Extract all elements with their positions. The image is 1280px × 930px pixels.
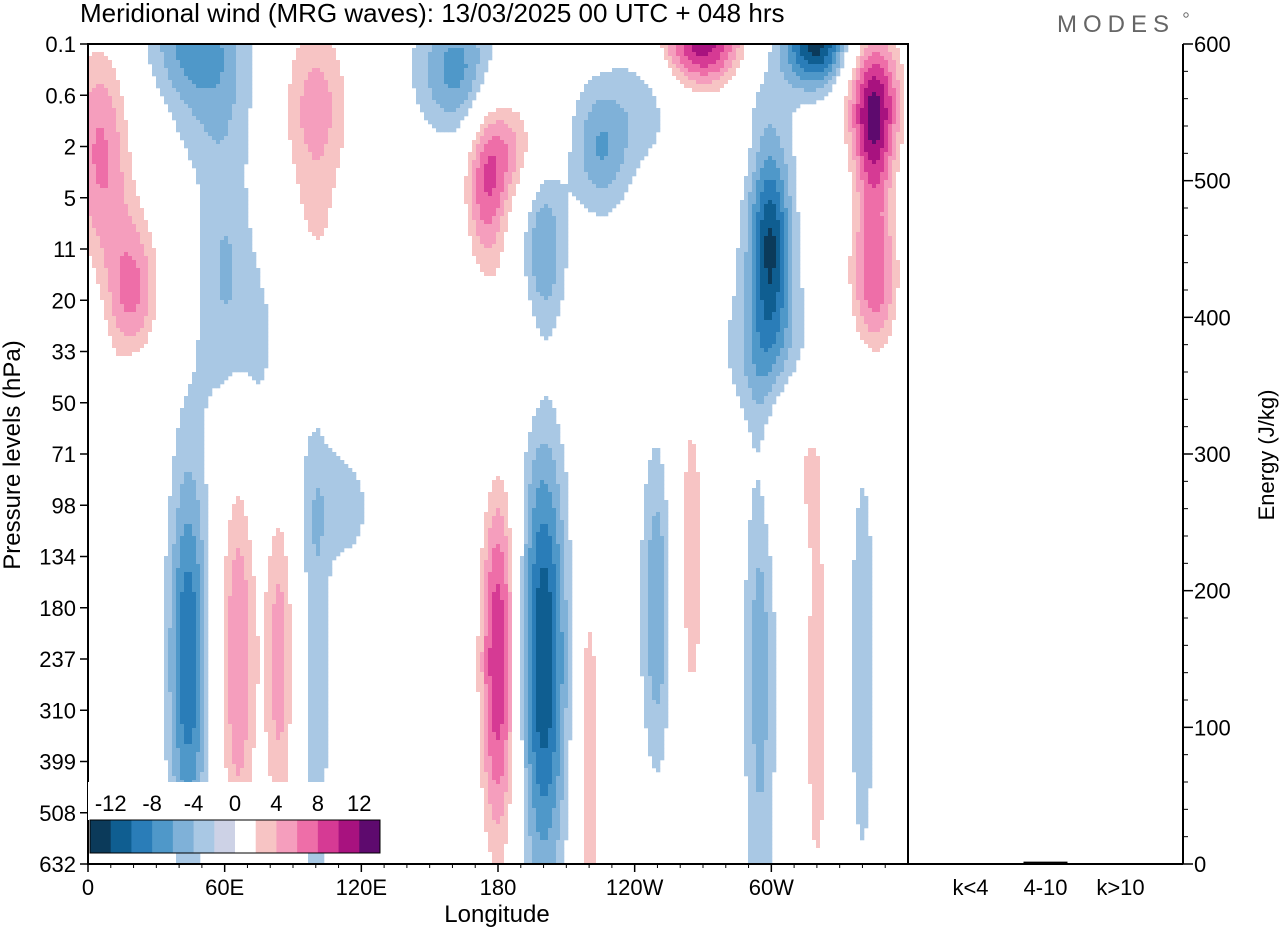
energy-category-label: k<4 — [952, 875, 988, 900]
colorbar-legend: -12 -8 -4 0 4 8 12 — [88, 782, 382, 853]
y-tick-label: 50 — [52, 391, 76, 416]
energy-axis-label: Energy (J/kg) — [1254, 390, 1279, 521]
y-tick-label: 11 — [53, 237, 76, 262]
y-tick-label: 399 — [39, 750, 76, 775]
colorbar-swatch — [152, 820, 173, 853]
x-tick-label: 180 — [480, 875, 517, 900]
energy-category-label: 4-10 — [1023, 875, 1067, 900]
energy-tick-label: 400 — [1194, 305, 1231, 330]
y-tick-label: 2 — [64, 135, 76, 160]
colorbar-label: 4 — [270, 791, 282, 816]
colorbar-swatch — [276, 820, 297, 853]
colorbar-label: 12 — [347, 791, 371, 816]
y-tick-label: 20 — [52, 288, 76, 313]
y-tick-label: 33 — [52, 340, 76, 365]
x-tick-label: 0 — [82, 875, 94, 900]
colorbar-swatch — [194, 820, 215, 853]
x-tick-label: 60E — [205, 875, 244, 900]
energy-bar — [1099, 863, 1143, 864]
y-tick-label: 5 — [64, 186, 76, 211]
y-tick-label: 0.1 — [45, 32, 76, 57]
colorbar-swatch — [131, 820, 152, 853]
y-tick-label: 310 — [39, 698, 76, 723]
colorbar-swatch — [111, 820, 132, 853]
colorbar-swatch — [256, 820, 277, 853]
energy-tick-label: 100 — [1194, 715, 1231, 740]
energy-category-label: k>10 — [1096, 875, 1144, 900]
colorbar-swatch — [339, 820, 360, 853]
y-tick-label: 508 — [39, 801, 76, 826]
chart-title: Meridional wind (MRG waves): 13/03/2025 … — [80, 0, 785, 28]
y-tick-label: 98 — [52, 493, 76, 518]
y-tick-label: 0.6 — [45, 83, 76, 108]
y-tick-label: 632 — [39, 852, 76, 877]
x-tick-label: 60W — [749, 875, 794, 900]
energy-bar-panel: 0 100 200 300 400 500 600 k<4 4-10 k>10 — [908, 32, 1231, 900]
colorbar-label: -12 — [95, 791, 127, 816]
energy-tick-label: 0 — [1194, 852, 1206, 877]
y-axis-label: Pressure levels (hPa) — [0, 340, 26, 569]
x-tick-label: 120E — [336, 875, 387, 900]
x-tick-label: 120W — [606, 875, 664, 900]
colorbar-label: -4 — [184, 791, 204, 816]
energy-bar — [1024, 862, 1068, 864]
energy-tick-label: 500 — [1194, 169, 1231, 194]
colorbar-swatch — [90, 820, 111, 853]
colorbar-label: 8 — [312, 791, 324, 816]
modes-logo: MODES — [1057, 11, 1175, 38]
colorbar-swatch — [297, 820, 318, 853]
colorbar-label: -8 — [142, 791, 162, 816]
colorbar-swatch — [173, 820, 194, 853]
y-tick-label: 180 — [39, 596, 76, 621]
colorbar-swatch — [214, 820, 235, 853]
y-tick-label: 71 — [52, 442, 76, 467]
energy-bar — [949, 863, 993, 864]
colorbar-swatch — [318, 820, 339, 853]
colorbar-label: 0 — [229, 791, 241, 816]
y-tick-label: 237 — [39, 647, 76, 672]
colorbar-swatch — [359, 820, 380, 853]
heatmap-plot — [88, 44, 908, 864]
energy-tick-label: 300 — [1194, 442, 1231, 467]
colorbar-swatch — [235, 820, 256, 853]
logo-mark — [1184, 13, 1188, 17]
energy-tick-label: 200 — [1194, 579, 1231, 604]
energy-tick-label: 600 — [1194, 32, 1231, 57]
y-tick-label: 134 — [39, 545, 76, 570]
x-axis-label: Longitude — [444, 901, 549, 928]
